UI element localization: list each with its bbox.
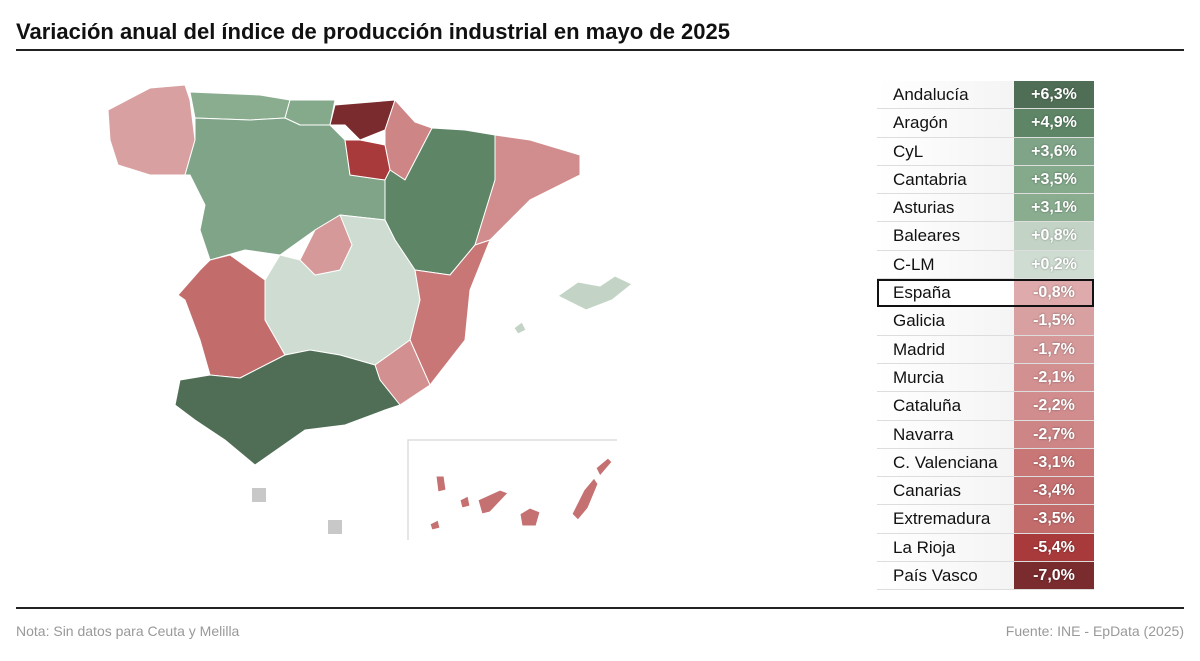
region-name: España — [893, 283, 951, 303]
region-name: Galicia — [893, 311, 945, 331]
region-name: Navarra — [893, 424, 954, 444]
region-value: +3,5% — [1014, 165, 1094, 194]
spain-map — [107, 84, 633, 540]
region-name: Canarias — [893, 481, 962, 501]
region-cataluna[interactable] — [474, 134, 581, 246]
region-value: -1,5% — [1014, 307, 1094, 335]
table-row: Navarra -2,7% — [877, 420, 1094, 449]
table-row: C. Valenciana -3,1% — [877, 448, 1094, 478]
region-value: -2,7% — [1014, 420, 1094, 448]
table-row: CyL +3,6% — [877, 137, 1094, 166]
region-name: Murcia — [893, 367, 945, 387]
region-name: C-LM — [893, 254, 935, 274]
region-value: -7,0% — [1014, 562, 1094, 590]
region-name: La Rioja — [893, 537, 956, 557]
table-row: C-LM +0,2% — [877, 250, 1094, 280]
region-name: País Vasco — [893, 566, 978, 586]
values-table: Andalucía +6,3% Aragón +4,9% CyL +3,6% Cantabr… — [877, 81, 1094, 591]
region-baleares[interactable] — [557, 275, 633, 311]
region-name: Andalucía — [893, 85, 969, 104]
region-c-valenciana[interactable] — [409, 239, 491, 386]
region-value: -5,4% — [1014, 533, 1094, 562]
table-row: Cataluña -2,2% — [877, 392, 1094, 421]
region-value: -2,2% — [1014, 392, 1094, 420]
region-name: Asturias — [893, 198, 955, 218]
region-value: +3,6% — [1014, 137, 1094, 165]
region-name: Madrid — [893, 339, 945, 359]
region-ceuta-no-data — [252, 488, 266, 502]
region-la-rioja[interactable] — [344, 139, 391, 181]
region-value: -2,1% — [1014, 363, 1094, 392]
region-value: -3,5% — [1014, 505, 1094, 533]
region-name: Cantabria — [893, 169, 967, 189]
region-name: Baleares — [893, 226, 961, 246]
region-canarias[interactable] — [429, 457, 613, 531]
canarias-inset-frame — [407, 439, 617, 540]
region-value: -3,4% — [1014, 477, 1094, 505]
region-extremadura[interactable] — [177, 254, 286, 379]
table-row: Galicia -1,5% — [877, 307, 1094, 336]
region-value: +6,3% — [1014, 81, 1094, 109]
region-name: C. Valenciana — [893, 452, 998, 472]
region-name: Cataluña — [893, 396, 962, 416]
footer-source: Fuente: INE - EpData (2025) — [1005, 623, 1184, 639]
table-row: Canarias -3,4% — [877, 477, 1094, 506]
region-value: -1,7% — [1014, 335, 1094, 363]
table-row: Asturias +3,1% — [877, 194, 1094, 223]
table-row: Madrid -1,7% — [877, 335, 1094, 364]
table-row: Cantabria +3,5% — [877, 165, 1094, 195]
table-row: Murcia -2,1% — [877, 363, 1094, 393]
chart-title: Variación anual del índice de producción… — [16, 19, 730, 44]
table-row: Baleares +0,8% — [877, 222, 1094, 251]
region-galicia[interactable] — [107, 84, 196, 176]
table-row: La Rioja -5,4% — [877, 533, 1094, 563]
region-value: +3,1% — [1014, 194, 1094, 222]
footer-note: Nota: Sin datos para Ceuta y Melilla — [16, 623, 240, 639]
region-value: -3,1% — [1014, 448, 1094, 477]
table-row: Aragón +4,9% — [877, 109, 1094, 138]
region-value: -0,8% — [1014, 279, 1094, 307]
region-value: +0,2% — [1014, 250, 1094, 279]
region-name: CyL — [893, 141, 924, 161]
region-value: +0,8% — [1014, 222, 1094, 250]
table-row: España -0,8% — [877, 279, 1094, 308]
region-name: Extremadura — [893, 509, 991, 529]
region-name: Aragón — [893, 113, 948, 133]
region-madrid[interactable] — [299, 214, 353, 276]
footer-divider — [16, 607, 1184, 609]
table-row: Extremadura -3,5% — [877, 505, 1094, 534]
region-melilla-no-data — [328, 520, 342, 534]
region-value: +4,9% — [1014, 109, 1094, 137]
region-baleares-ibiza[interactable] — [513, 321, 527, 335]
table-row: Andalucía +6,3% — [877, 81, 1094, 110]
table-row: País Vasco -7,0% — [877, 562, 1094, 591]
title-divider — [16, 49, 1184, 51]
region-asturias[interactable] — [189, 91, 291, 121]
region-andalucia[interactable] — [174, 349, 401, 466]
